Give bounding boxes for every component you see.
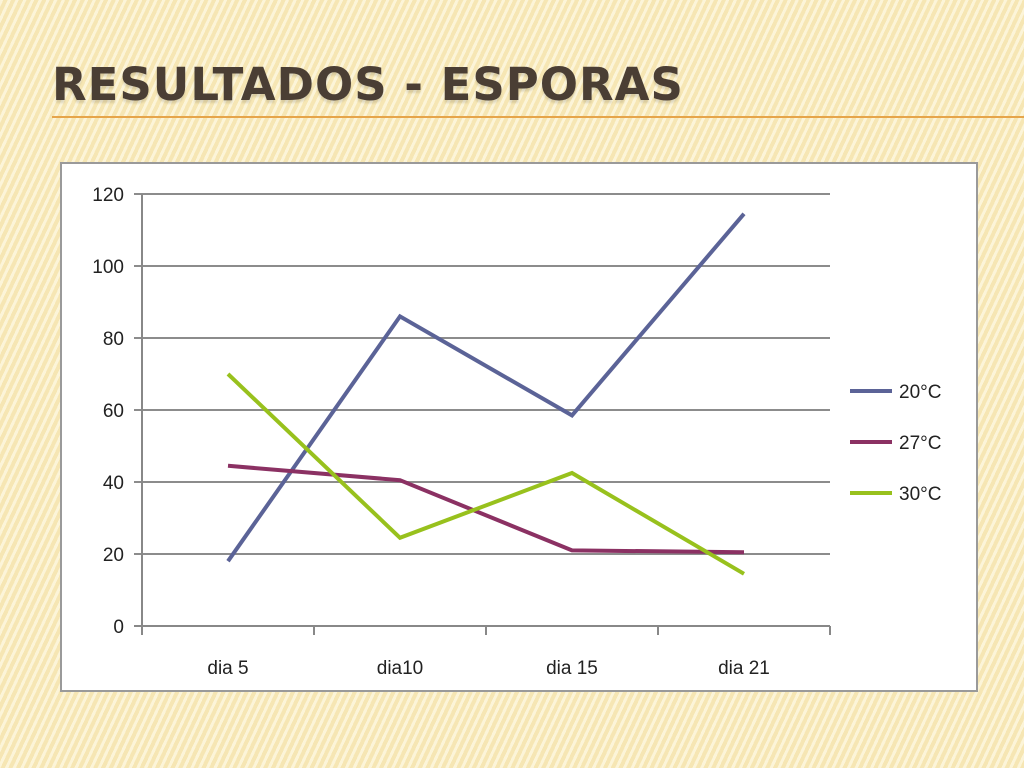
legend-label: 20°C xyxy=(899,382,941,403)
chart-gridlines xyxy=(134,193,830,627)
chart-frame xyxy=(60,162,978,692)
x-tick-label: dia 5 xyxy=(207,658,248,679)
series-line xyxy=(226,372,746,576)
x-tick-label: dia10 xyxy=(377,658,424,679)
x-tick-label: dia 21 xyxy=(718,658,770,679)
x-axis: dia 5 dia10 dia 15 dia 21 xyxy=(141,194,831,679)
series-line xyxy=(226,212,746,563)
chart-legend: 20°C 27°C 30°C xyxy=(850,382,941,505)
slide-title: RESULTADOS - ESPORAS xyxy=(52,58,684,111)
y-tick-label: 0 xyxy=(113,617,124,638)
chart-series xyxy=(226,212,746,576)
y-tick-label: 120 xyxy=(92,185,124,206)
y-axis-ticks: 0 20 40 60 80 100 120 xyxy=(92,185,124,638)
y-tick-label: 40 xyxy=(103,473,124,494)
legend-label: 27°C xyxy=(899,433,941,454)
y-tick-label: 20 xyxy=(103,545,124,566)
x-tick-label: dia 15 xyxy=(546,658,598,679)
title-divider xyxy=(52,116,1024,118)
legend-label: 30°C xyxy=(899,484,941,505)
series-line xyxy=(227,463,745,555)
y-tick-label: 60 xyxy=(103,401,124,422)
y-tick-label: 100 xyxy=(92,257,124,278)
y-tick-label: 80 xyxy=(103,329,124,350)
